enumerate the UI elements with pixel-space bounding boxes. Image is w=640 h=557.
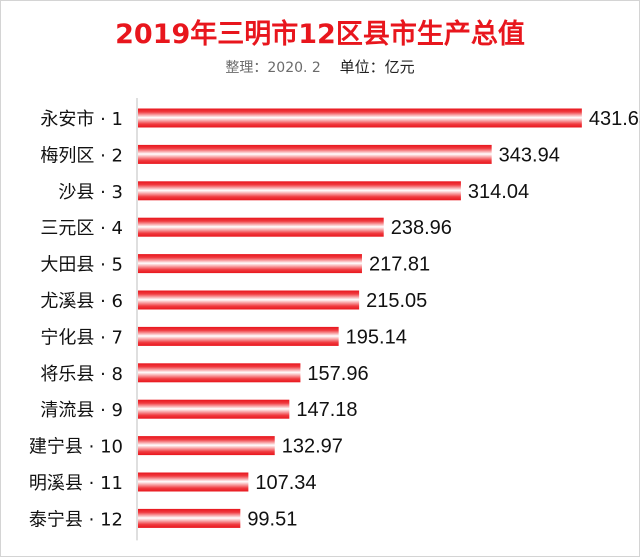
value-label: 147.18 <box>296 399 357 421</box>
compiled-date-note: 整理：2020. 2 <box>225 60 321 76</box>
bar <box>138 508 241 528</box>
value-label: 215.05 <box>366 290 427 312</box>
bar <box>138 290 360 310</box>
value-label: 314.04 <box>468 181 529 203</box>
value-label: 157.96 <box>307 363 368 385</box>
category-label: 明溪县 · 11 <box>29 473 123 494</box>
unit-note: 单位：亿元 <box>339 58 415 76</box>
category-label: 沙县 · 3 <box>58 182 123 203</box>
bar <box>138 326 339 346</box>
bar <box>138 363 301 383</box>
bar <box>138 144 492 164</box>
value-label: 107.34 <box>255 472 316 494</box>
bar <box>138 472 249 492</box>
category-label: 将乐县 · 8 <box>40 364 123 385</box>
chart-title: 2019年三明市12区县市生产总值 <box>115 19 525 50</box>
value-label: 238.96 <box>391 217 452 239</box>
chart-bars <box>138 108 582 528</box>
value-label: 99.51 <box>247 508 297 530</box>
chart-subtitle: 整理：2020. 2 单位：亿元 <box>0 56 640 77</box>
bar <box>138 108 582 128</box>
bar <box>138 436 275 456</box>
value-label: 431.65 <box>589 108 640 130</box>
value-label: 343.94 <box>499 144 560 166</box>
category-label: 大田县 · 5 <box>40 255 123 276</box>
bar <box>138 181 461 201</box>
category-label: 泰宁县 · 12 <box>29 509 123 530</box>
value-labels: 431.65 343.94 314.04 238.96 217.81 215.05 195.… <box>247 108 640 530</box>
category-label: 宁化县 · 7 <box>40 327 123 348</box>
value-label: 195.14 <box>346 326 407 348</box>
category-label: 建宁县 · 10 <box>29 437 123 458</box>
category-label: 清流县 · 9 <box>40 400 123 421</box>
value-label: 132.97 <box>282 436 343 458</box>
category-label: 尤溪县 · 6 <box>40 291 123 312</box>
bar <box>138 399 290 419</box>
bar <box>138 254 362 274</box>
category-label: 三元区 · 4 <box>40 218 123 239</box>
category-label: 梅列区 · 2 <box>40 145 123 166</box>
value-label: 217.81 <box>369 254 430 276</box>
category-labels: 永安市 · 1 梅列区 · 2 沙县 · 3 三元区 · 4 大田县 · 5 尤溪县 · … <box>29 109 123 530</box>
category-label: 永安市 · 1 <box>40 109 123 130</box>
bar <box>138 217 384 237</box>
